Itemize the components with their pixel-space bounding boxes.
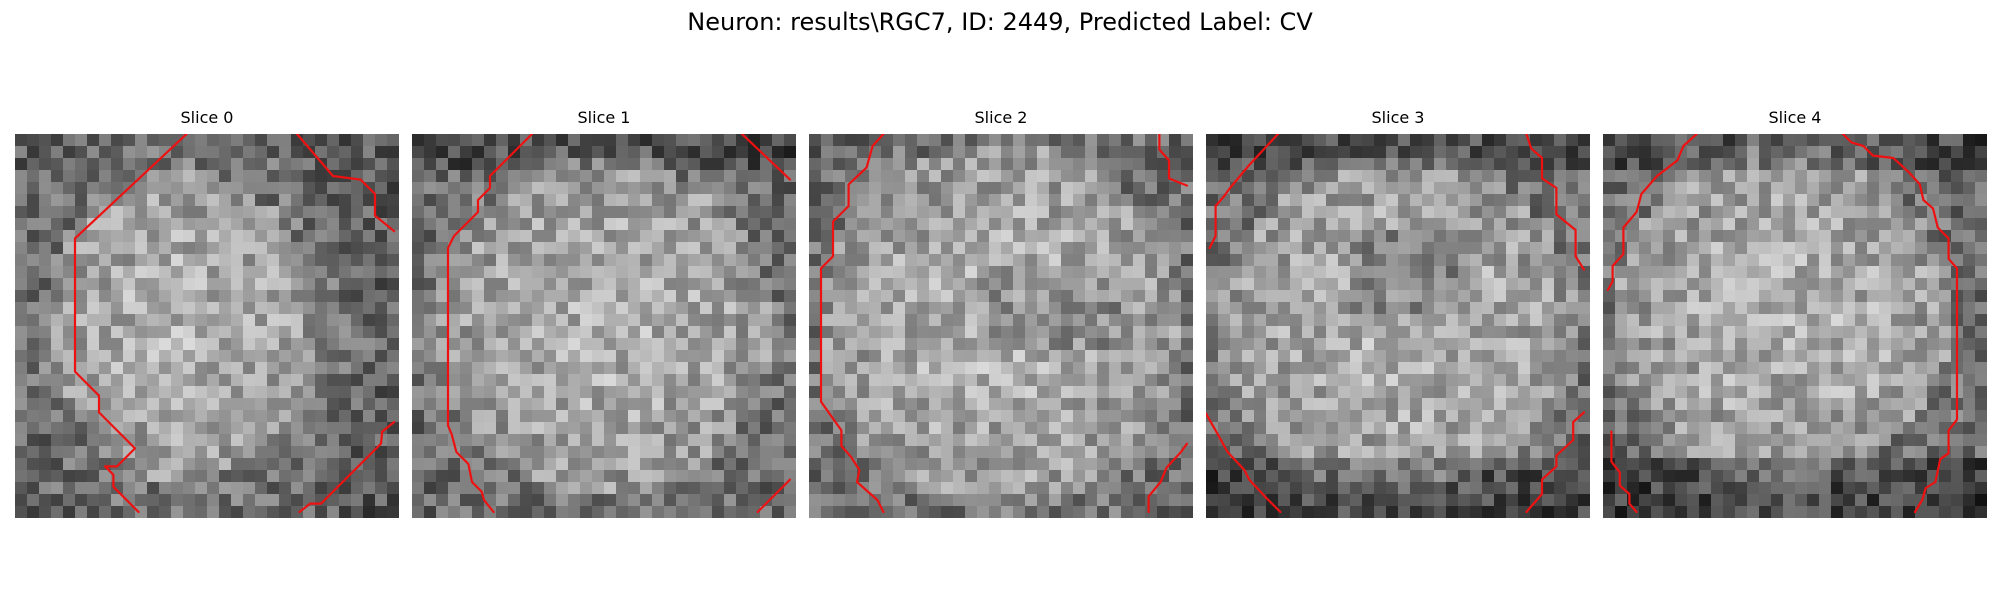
contour-overlay-1: [412, 134, 796, 518]
slice-panel-2: Slice 2: [809, 108, 1193, 518]
contour-line: [1608, 134, 1697, 290]
slice-title-3: Slice 3: [1371, 108, 1425, 127]
slice-title-4: Slice 4: [1768, 108, 1822, 127]
contour-line: [1526, 412, 1584, 512]
slice-panel-4: Slice 4: [1603, 108, 1987, 518]
contour-line: [821, 134, 883, 512]
figure-title: Neuron: results\RGC7, ID: 2449, Predicte…: [687, 8, 1313, 36]
contour-overlay-3: [1206, 134, 1590, 518]
slice-pixels-2: [809, 134, 1193, 518]
contour-line: [1526, 134, 1584, 270]
contour-overlay-0: [15, 134, 399, 518]
slice-title-2: Slice 2: [974, 108, 1028, 127]
slice-pixels-3: [1206, 134, 1590, 518]
slice-image-3: [1206, 134, 1590, 518]
contour-line: [1159, 134, 1187, 186]
contour-overlay-2: [809, 134, 1193, 518]
slice-panel-0: Slice 0: [15, 108, 399, 518]
slice-pixels-1: [412, 134, 796, 518]
slice-image-0: [15, 134, 399, 518]
slice-image-2: [809, 134, 1193, 518]
contour-line: [758, 480, 790, 512]
contour-line: [1210, 134, 1278, 248]
contour-line: [75, 134, 187, 512]
contour-line: [1611, 432, 1636, 512]
contour-line: [742, 134, 790, 180]
slice-title-0: Slice 0: [180, 108, 234, 127]
contour-line: [448, 134, 532, 512]
slice-image-4: [1603, 134, 1987, 518]
contour-line: [1843, 134, 1957, 512]
contour-line: [299, 422, 394, 512]
slice-image-1: [412, 134, 796, 518]
contour-overlay-4: [1603, 134, 1987, 518]
contour-line: [297, 134, 394, 231]
slice-title-1: Slice 1: [577, 108, 631, 127]
contour-line: [1149, 444, 1187, 512]
contour-line: [1206, 414, 1280, 512]
slice-panel-3: Slice 3: [1206, 108, 1590, 518]
slice-pixels-0: [15, 134, 399, 518]
slice-panel-1: Slice 1: [412, 108, 796, 518]
